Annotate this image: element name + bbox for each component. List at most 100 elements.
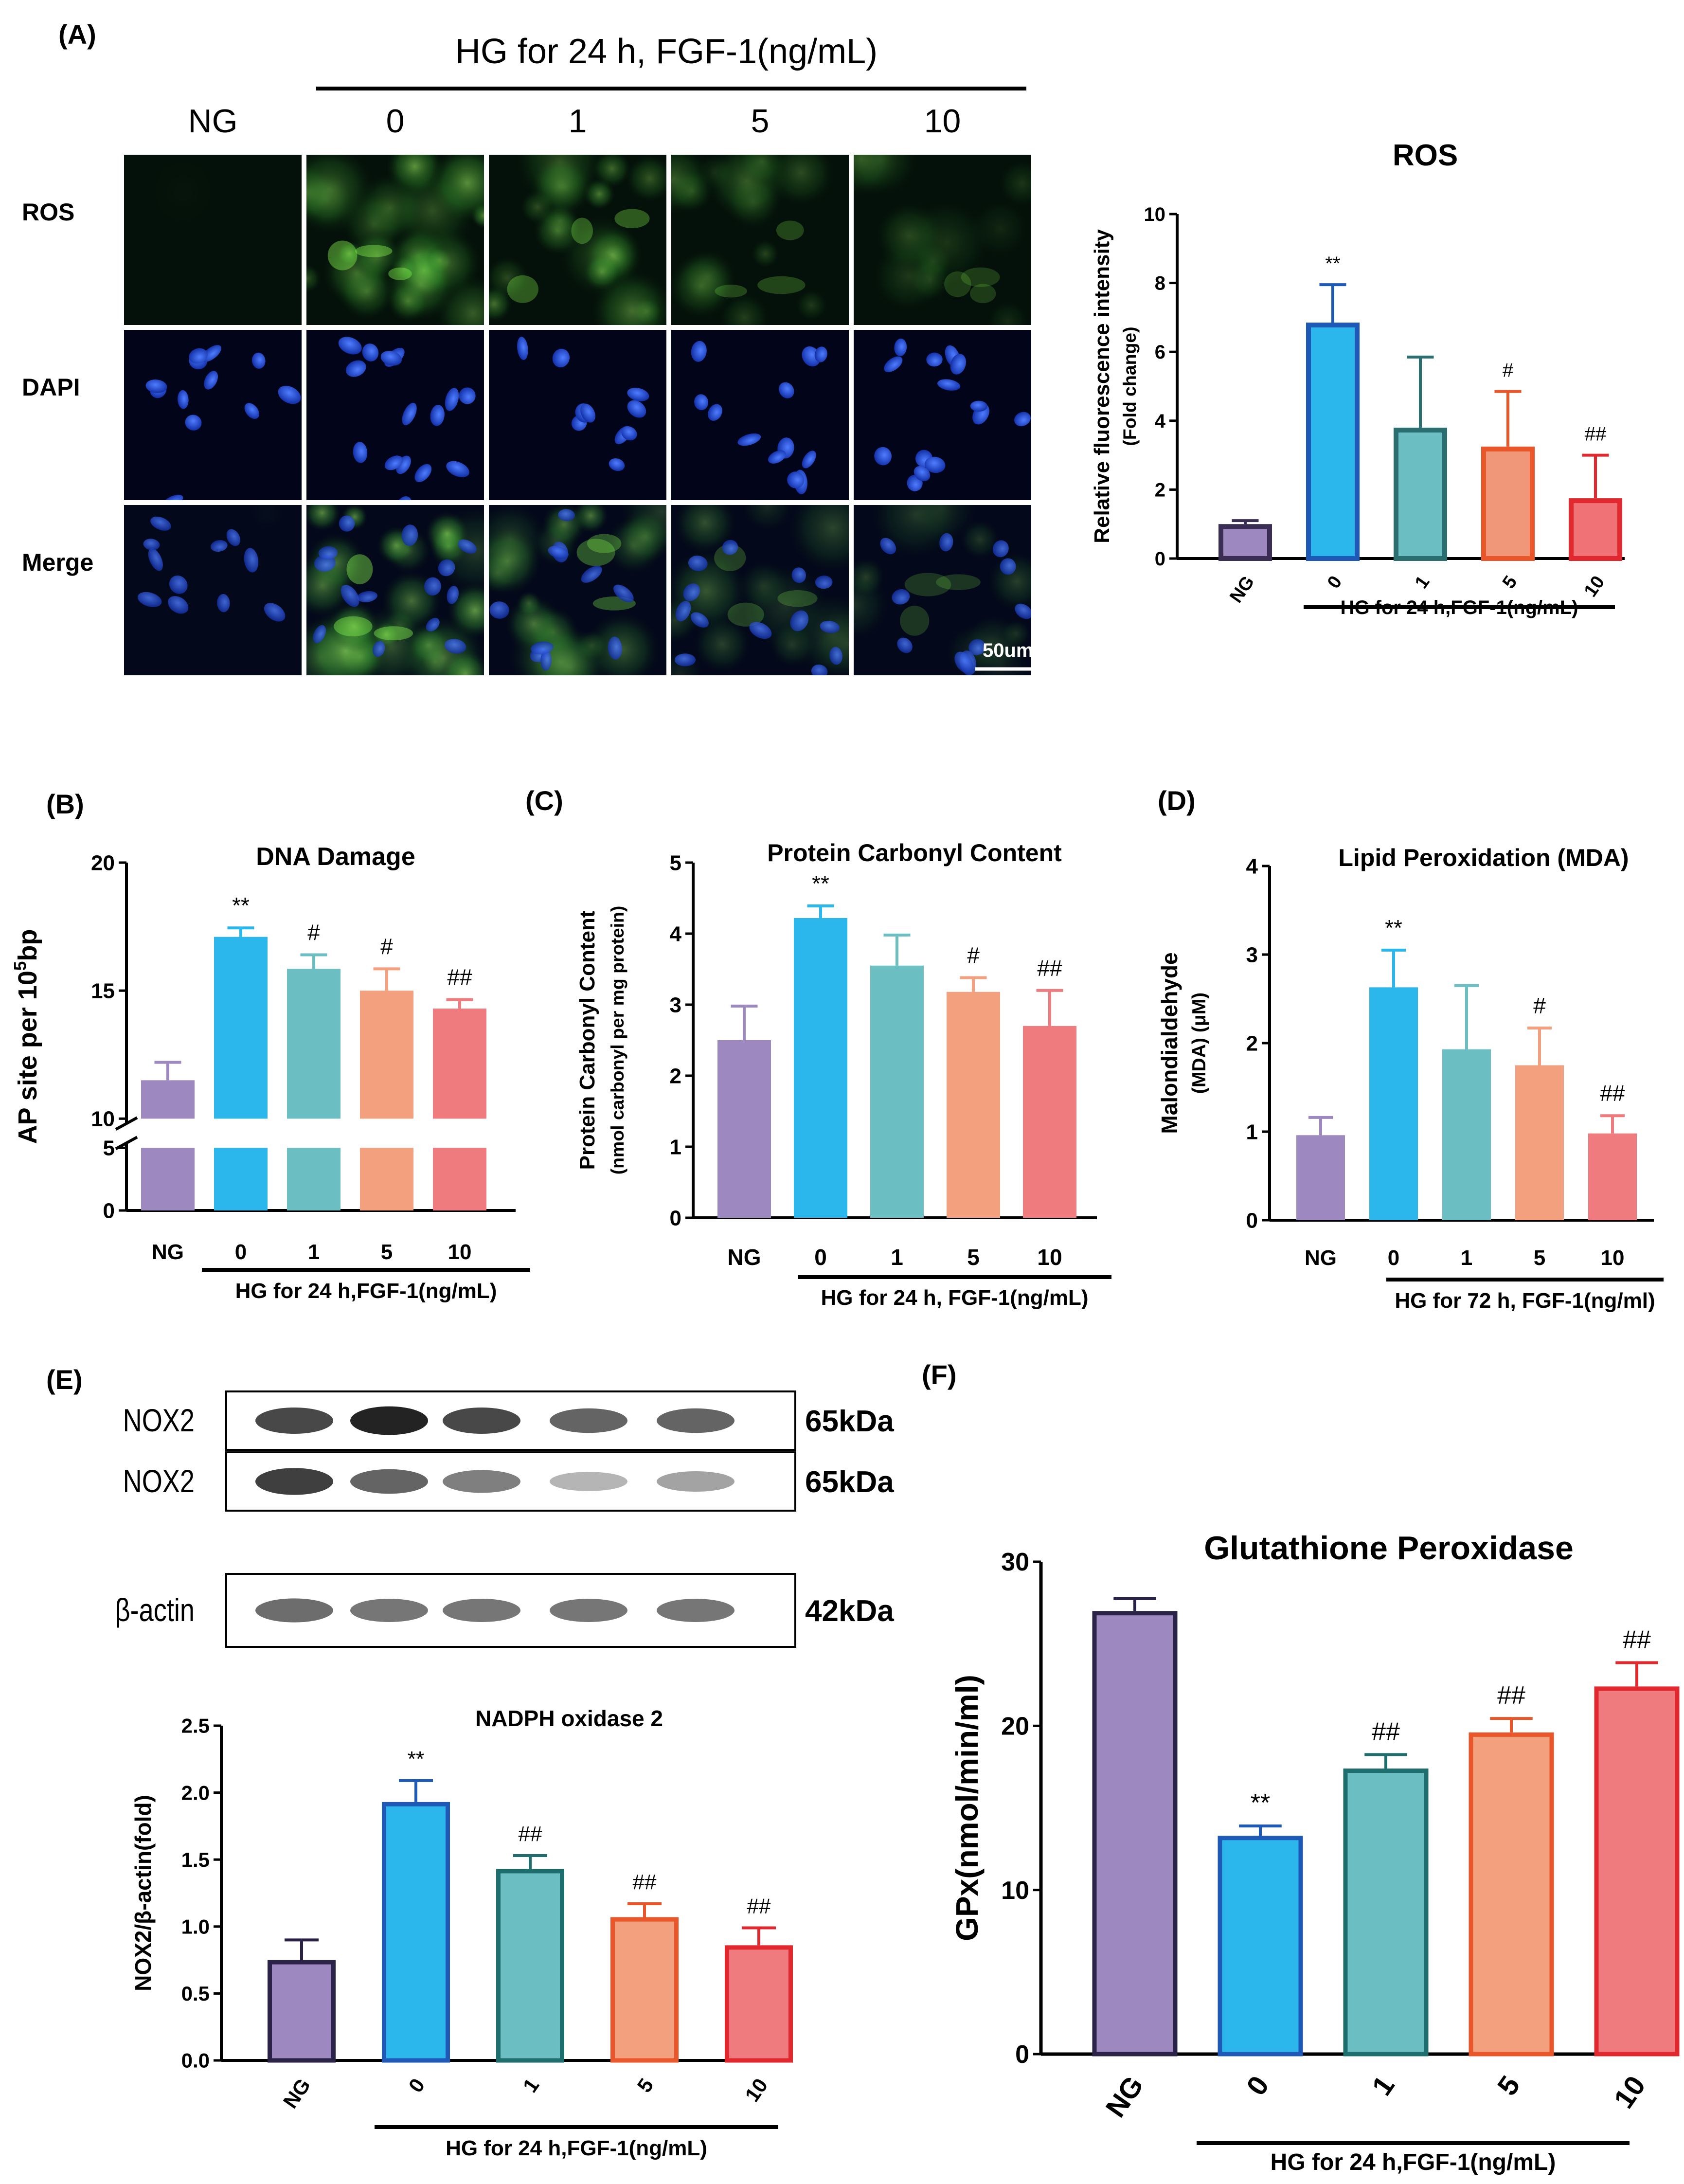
x-tick-label-10: 10: [1580, 572, 1609, 601]
significance-label: ##: [633, 1870, 657, 1894]
y-tick-label: 6: [1155, 342, 1165, 363]
y-tick-label: 5: [103, 1137, 115, 1160]
column-header-2: 1: [569, 103, 587, 140]
bar-lower-NG: [141, 1148, 195, 1210]
y-tick-label: 1: [670, 1135, 681, 1159]
x-tick-label-5: 5: [1499, 572, 1522, 592]
micrograph-dapi-0: [306, 330, 484, 500]
blot-band: [443, 1408, 520, 1434]
blot-band: [350, 1599, 428, 1622]
column-header-1: 0: [386, 103, 405, 140]
bar-lower-10: [433, 1148, 486, 1210]
bar-NG: [1296, 1135, 1345, 1220]
group-label: HG for 24 h,FGF-1(ng/mL): [235, 1279, 497, 1303]
panel-c-label: (C): [525, 785, 563, 816]
bar-0: [214, 937, 268, 1119]
bar-5: [360, 991, 413, 1119]
x-tick-label-0: 0: [814, 1245, 827, 1270]
y-tick-label: 2.5: [181, 1715, 210, 1737]
panel-b-label: (B): [46, 789, 84, 819]
significance-label: ##: [1623, 1625, 1651, 1654]
significance-label: **: [1325, 253, 1340, 274]
blot-label-2: β-actin: [115, 1592, 195, 1628]
bar-1: [870, 965, 924, 1218]
x-tick-label-NG: NG: [1100, 2070, 1150, 2123]
y-tick-label: 2: [1155, 479, 1165, 501]
chart-nox2: NADPH oxidase 2 0.0 0.5 1.0 1.5 2.0 2.5 NOX2/β-…: [130, 1706, 793, 2160]
micrograph-dapi-NG: [124, 330, 302, 500]
x-tick-label-NG: NG: [279, 2074, 315, 2112]
blot-size-1: 65kDa: [805, 1465, 894, 1499]
x-tick-label-0: 0: [1324, 572, 1346, 592]
bar-NG: [1092, 1611, 1178, 2057]
panel-e-label: (E): [46, 1364, 83, 1395]
x-tick-label-0: 0: [1240, 2070, 1275, 2101]
blot-band: [657, 1599, 735, 1622]
blot-band: [255, 1408, 333, 1434]
significance-label: #: [380, 934, 393, 959]
blot-band: [443, 1470, 520, 1493]
chart-title: NADPH oxidase 2: [475, 1706, 663, 1731]
y-tick-label: 15: [91, 979, 115, 1003]
bar-1: [1442, 1049, 1491, 1220]
blot-label-0: NOX2: [123, 1402, 195, 1438]
y-tick-label: 0: [670, 1206, 681, 1230]
significance-label: ##: [1497, 1681, 1525, 1710]
significance-label: ##: [747, 1895, 771, 1918]
western-blot: NOX2 65kDa NOX2 65kDa β-actin 42kDa: [115, 1390, 894, 1648]
blot-band: [255, 1598, 333, 1623]
x-tick-label-0: 0: [404, 2074, 429, 2096]
micrograph-ros-1: [489, 155, 666, 325]
y-axis-label-line-1: (MDA) (μM): [1189, 993, 1210, 1094]
y-tick-label: 4: [670, 922, 682, 946]
significance-label: **: [1385, 915, 1402, 940]
bar-10: [433, 1008, 486, 1119]
micrograph-ros-10: [854, 155, 1031, 325]
chart-title: Protein Carbonyl Content: [767, 839, 1062, 866]
y-tick-label: 1.5: [181, 1848, 210, 1871]
bar-5: [1469, 1732, 1554, 2057]
x-tick-label-1: 1: [891, 1245, 903, 1270]
y-tick-label: 10: [1144, 204, 1166, 225]
y-tick-label: 2: [670, 1064, 681, 1088]
x-tick-label-10: 10: [740, 2074, 772, 2106]
bar-0: [1218, 1836, 1303, 2057]
scale-bar-label: 50um: [983, 640, 1034, 661]
column-header-0: NG: [188, 103, 238, 140]
bar-10: [725, 1945, 793, 2063]
y-tick-label: 0: [1155, 548, 1165, 570]
y-tick-label: 10: [1001, 1877, 1029, 1905]
chart-carbonyl: Protein Carbonyl Content 0 1 2 3 4 5 Protein Ca…: [575, 839, 1111, 1310]
significance-label: **: [1251, 1789, 1270, 1817]
x-tick-label-10: 10: [1608, 2070, 1651, 2114]
y-axis-label-line-1: (nmol carbonyl per mg protein): [607, 906, 627, 1175]
blot-label-1: NOX2: [123, 1463, 195, 1499]
micrograph-dapi-10: [854, 330, 1031, 500]
bar-5: [1481, 446, 1535, 561]
bar-5: [610, 1917, 679, 2063]
micrograph-merge-5: [671, 505, 849, 675]
chart-title: Lipid Peroxidation (MDA): [1338, 844, 1629, 871]
blot-band: [443, 1599, 520, 1622]
panel-d-label: (D): [1158, 785, 1196, 816]
panel-a: (A) HG for 24 h, FGF-1(ng/mL) NG 0 1 5 10 RO…: [22, 19, 1034, 675]
bar-0: [1369, 987, 1418, 1220]
y-axis-label-line-0: GPx(nmol/min/ml): [949, 1675, 985, 1941]
significance-label: ##: [1372, 1717, 1400, 1746]
bar-10: [1588, 1133, 1637, 1220]
x-tick-label-5: 5: [632, 2074, 658, 2096]
group-label: HG for 24 h,FGF-1(ng/mL): [446, 2136, 707, 2160]
panel-a-header: HG for 24 h, FGF-1(ng/mL): [455, 32, 878, 71]
x-tick-label-NG: NG: [728, 1245, 761, 1270]
y-tick-label: 2: [1246, 1031, 1258, 1055]
micrograph-merge-NG: [124, 505, 302, 675]
y-tick-label: 0: [103, 1199, 115, 1223]
group-label: HG for 24 h, FGF-1(ng/mL): [821, 1286, 1089, 1310]
row-header-ros: ROS: [22, 199, 74, 226]
scale-bar: 50um: [975, 640, 1034, 671]
significance-label: ##: [1585, 424, 1607, 445]
significance-label: ##: [447, 965, 472, 990]
bar-10: [1594, 1686, 1680, 2057]
